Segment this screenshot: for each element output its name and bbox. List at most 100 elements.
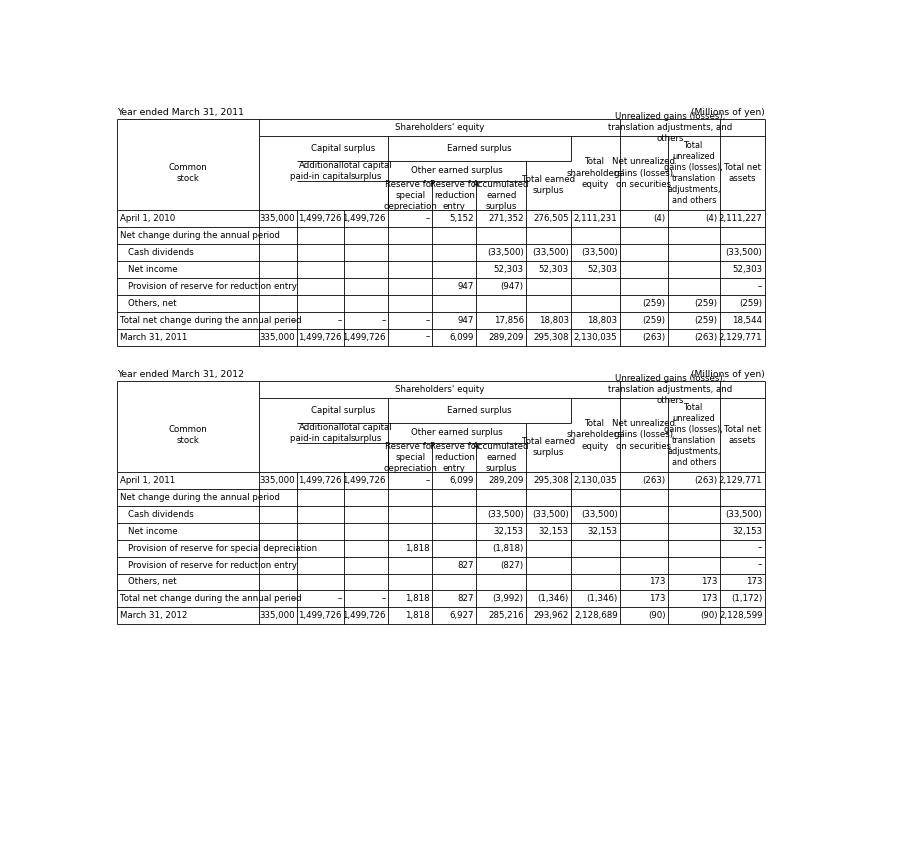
Text: Net change during the annual period: Net change during the annual period bbox=[120, 493, 280, 502]
Text: (263): (263) bbox=[642, 476, 665, 484]
Text: Net unrealized
gains (losses)
on securities: Net unrealized gains (losses) on securit… bbox=[612, 420, 675, 451]
Text: (33,500): (33,500) bbox=[487, 248, 524, 257]
Text: (259): (259) bbox=[642, 316, 665, 324]
Text: –: – bbox=[290, 594, 295, 604]
Text: (259): (259) bbox=[642, 298, 665, 308]
Text: (Millions of yen): (Millions of yen) bbox=[691, 369, 764, 379]
Text: (4): (4) bbox=[653, 214, 665, 223]
Text: (827): (827) bbox=[501, 561, 524, 569]
Text: 32,153: 32,153 bbox=[539, 527, 569, 535]
Text: (263): (263) bbox=[694, 333, 717, 342]
Text: –: – bbox=[426, 476, 430, 484]
Text: (33,500): (33,500) bbox=[581, 509, 618, 519]
Text: Provision of reserve for reduction entry: Provision of reserve for reduction entry bbox=[127, 561, 297, 569]
Text: April 1, 2010: April 1, 2010 bbox=[120, 214, 176, 223]
Text: Additional
paid-in capital: Additional paid-in capital bbox=[290, 161, 351, 181]
Text: 2,128,689: 2,128,689 bbox=[574, 612, 618, 620]
Text: –: – bbox=[758, 543, 763, 553]
Text: (947): (947) bbox=[501, 282, 524, 291]
Text: (263): (263) bbox=[642, 333, 665, 342]
Text: Net unrealized
gains (losses)
on securities: Net unrealized gains (losses) on securit… bbox=[612, 157, 675, 189]
Text: –: – bbox=[426, 316, 430, 324]
Text: Total earned
surplus: Total earned surplus bbox=[522, 176, 575, 195]
Text: 32,153: 32,153 bbox=[587, 527, 618, 535]
Text: 1,499,726: 1,499,726 bbox=[342, 612, 386, 620]
Text: 52,303: 52,303 bbox=[539, 265, 569, 274]
Text: Additional
paid-in capital: Additional paid-in capital bbox=[290, 422, 351, 443]
Text: Total capital
surplus: Total capital surplus bbox=[340, 161, 392, 181]
Text: Year ended March 31, 2012: Year ended March 31, 2012 bbox=[116, 369, 244, 379]
Text: 1,818: 1,818 bbox=[405, 594, 430, 604]
Text: 276,505: 276,505 bbox=[533, 214, 569, 223]
Text: (3,992): (3,992) bbox=[492, 594, 524, 604]
Text: Total capital
surplus: Total capital surplus bbox=[340, 422, 392, 443]
Text: Earned surplus: Earned surplus bbox=[447, 144, 511, 153]
Text: 285,216: 285,216 bbox=[488, 612, 524, 620]
Text: (90): (90) bbox=[648, 612, 665, 620]
Text: 1,499,726: 1,499,726 bbox=[342, 214, 386, 223]
Text: 52,303: 52,303 bbox=[493, 265, 524, 274]
Text: (33,500): (33,500) bbox=[725, 509, 763, 519]
Text: 1,499,726: 1,499,726 bbox=[298, 333, 341, 342]
Text: March 31, 2012: March 31, 2012 bbox=[120, 612, 187, 620]
Text: Capital surplus: Capital surplus bbox=[310, 144, 375, 153]
Text: (1,818): (1,818) bbox=[492, 543, 524, 553]
Text: Shareholders' equity: Shareholders' equity bbox=[395, 123, 484, 132]
Text: Total net change during the annual period: Total net change during the annual perio… bbox=[120, 316, 301, 324]
Text: 18,803: 18,803 bbox=[587, 316, 618, 324]
Text: –: – bbox=[426, 333, 430, 342]
Text: 1,818: 1,818 bbox=[405, 612, 430, 620]
Text: Unrealized gains (losses),
translation adjustments, and
others: Unrealized gains (losses), translation a… bbox=[608, 374, 732, 405]
Text: Other earned surplus: Other earned surplus bbox=[411, 166, 503, 176]
Text: Total
unrealized
gains (losses),
translation
adjustments,
and others: Total unrealized gains (losses), transla… bbox=[664, 141, 723, 205]
Text: 2,129,771: 2,129,771 bbox=[719, 333, 763, 342]
Text: 6,927: 6,927 bbox=[450, 612, 474, 620]
Text: 947: 947 bbox=[458, 282, 474, 291]
Text: Accumulated
earned
surplus: Accumulated earned surplus bbox=[473, 442, 530, 473]
Text: 1,818: 1,818 bbox=[405, 543, 430, 553]
Text: 173: 173 bbox=[701, 594, 717, 604]
Text: 335,000: 335,000 bbox=[259, 214, 295, 223]
Text: (1,172): (1,172) bbox=[731, 594, 763, 604]
Text: (90): (90) bbox=[700, 612, 717, 620]
Text: Total net
assets: Total net assets bbox=[723, 425, 761, 445]
Text: Others, net: Others, net bbox=[127, 578, 177, 586]
Text: Other earned surplus: Other earned surplus bbox=[411, 428, 503, 437]
Text: 2,128,599: 2,128,599 bbox=[719, 612, 763, 620]
Text: Reserve for
special
depreciation: Reserve for special depreciation bbox=[383, 180, 437, 211]
Text: Cash dividends: Cash dividends bbox=[127, 248, 194, 257]
Text: Total earned
surplus: Total earned surplus bbox=[522, 437, 575, 458]
Text: Net income: Net income bbox=[127, 265, 177, 274]
Text: 32,153: 32,153 bbox=[733, 527, 763, 535]
Text: (4): (4) bbox=[705, 214, 717, 223]
Text: Year ended March 31, 2011: Year ended March 31, 2011 bbox=[116, 108, 244, 117]
Text: 271,352: 271,352 bbox=[488, 214, 524, 223]
Text: 827: 827 bbox=[458, 561, 474, 569]
Text: (Millions of yen): (Millions of yen) bbox=[691, 108, 764, 117]
Text: (33,500): (33,500) bbox=[532, 509, 569, 519]
Text: 293,962: 293,962 bbox=[533, 612, 569, 620]
Text: Unrealized gains (losses),
translation adjustments, and
others: Unrealized gains (losses), translation a… bbox=[608, 112, 732, 144]
Text: Capital surplus: Capital surplus bbox=[310, 406, 375, 414]
Text: (33,500): (33,500) bbox=[581, 248, 618, 257]
Text: 335,000: 335,000 bbox=[259, 333, 295, 342]
Text: 173: 173 bbox=[649, 594, 665, 604]
Text: –: – bbox=[338, 316, 341, 324]
Text: (33,500): (33,500) bbox=[532, 248, 569, 257]
Text: Common
stock: Common stock bbox=[168, 163, 207, 183]
Text: Total
shareholders'
equity: Total shareholders' equity bbox=[566, 420, 624, 451]
Text: 2,129,771: 2,129,771 bbox=[719, 476, 763, 484]
Text: 2,111,231: 2,111,231 bbox=[573, 214, 618, 223]
Text: Net change during the annual period: Net change during the annual period bbox=[120, 231, 280, 240]
Text: –: – bbox=[290, 316, 295, 324]
Text: –: – bbox=[338, 594, 341, 604]
Text: 289,209: 289,209 bbox=[489, 333, 524, 342]
Text: 2,130,035: 2,130,035 bbox=[573, 476, 618, 484]
Text: (1,346): (1,346) bbox=[538, 594, 569, 604]
Text: –: – bbox=[758, 282, 763, 291]
Text: 6,099: 6,099 bbox=[450, 476, 474, 484]
Text: –: – bbox=[381, 316, 386, 324]
Text: (259): (259) bbox=[694, 298, 717, 308]
Text: (259): (259) bbox=[694, 316, 717, 324]
Text: Reserve for
reduction
entry: Reserve for reduction entry bbox=[430, 442, 479, 473]
